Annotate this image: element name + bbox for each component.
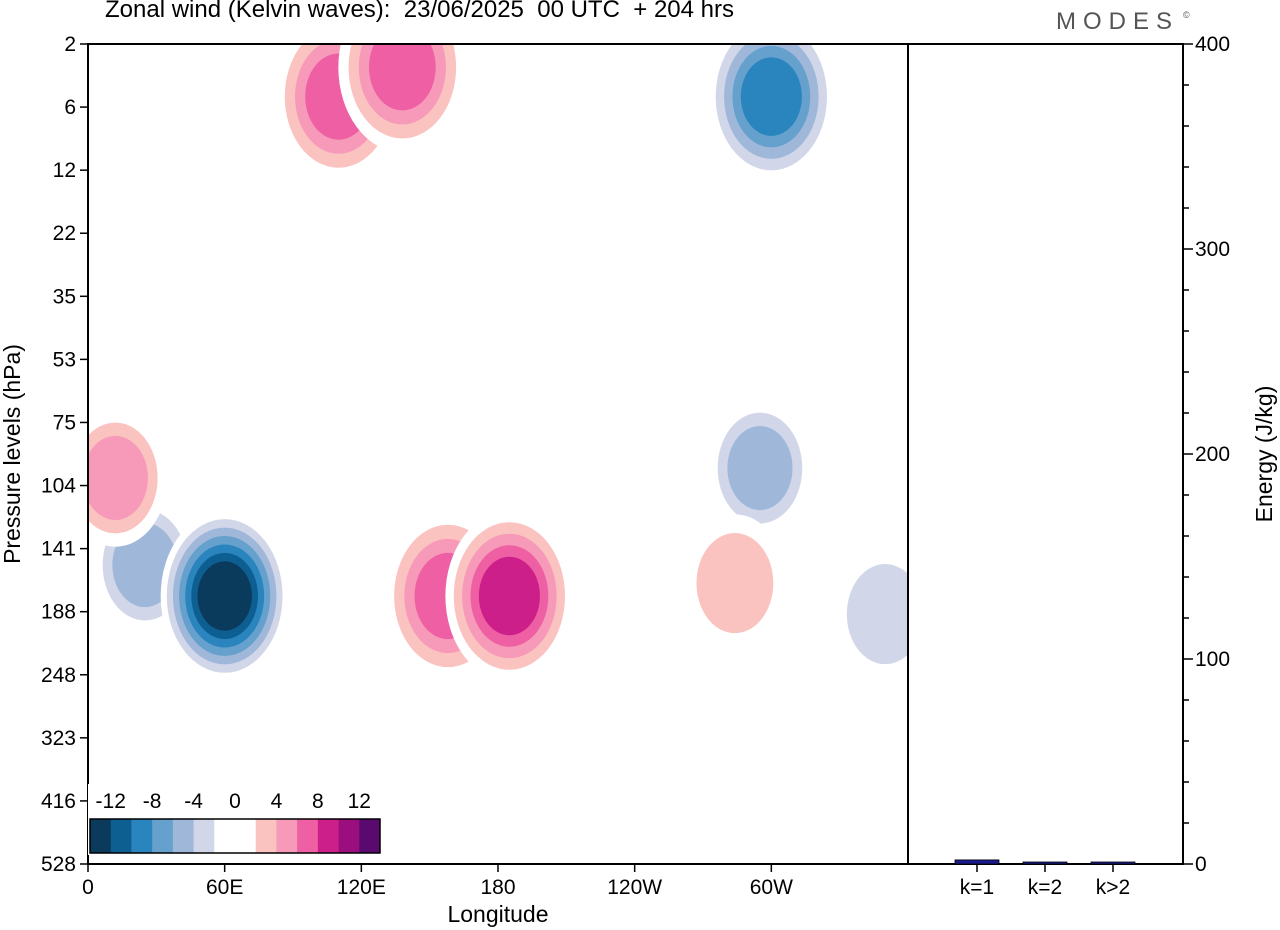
contour-feature	[338, 44, 467, 153]
colorbar-tick-label: -8	[143, 790, 162, 813]
y-axis-pressure: 2 6 12 22 35 53 75 104 141 188 248 323 416 528	[41, 33, 88, 876]
x-tick-label: 180	[480, 876, 515, 899]
contour-level	[88, 435, 148, 520]
colorbar-swatch	[214, 819, 236, 853]
x-tick-label: 120W	[607, 876, 662, 899]
colorbar-swatch	[110, 819, 132, 853]
y-tick-label: 416	[41, 790, 76, 813]
contour-feature	[160, 510, 289, 682]
contour-feature	[833, 545, 908, 683]
y-tick-label: 104	[41, 475, 76, 498]
energy-tick-label: 300	[1195, 238, 1230, 261]
energy-bars: k=1 k=2 k>2	[954, 859, 1136, 899]
colorbar-tick-label: 4	[271, 790, 283, 813]
y-tick-label: 53	[53, 348, 76, 371]
colorbar-tick-label: -4	[184, 790, 203, 813]
contour-feature	[707, 44, 836, 182]
y-tick-label: 12	[53, 159, 76, 182]
energy-bar	[1090, 861, 1136, 865]
y-tick-label: 323	[41, 727, 76, 750]
contour-level	[197, 561, 252, 631]
colorbar-tick-label: 12	[348, 790, 371, 813]
x-axis: 0 60E 120E 180 120W 60W	[82, 864, 793, 899]
energy-axis-title: Energy (J/kg)	[1251, 386, 1277, 523]
x-tick-label: 60E	[206, 876, 243, 899]
colorbar-swatch	[317, 819, 340, 853]
y-axis-title: Pressure levels (hPa)	[0, 344, 25, 564]
colorbar-swatch	[235, 819, 257, 853]
colorbar-swatch	[90, 819, 112, 853]
contour-level	[369, 44, 436, 111]
colorbar-swatch	[297, 819, 319, 853]
y-tick-label: 188	[41, 601, 76, 624]
y-tick-label: 248	[41, 664, 76, 687]
contour-feature	[445, 510, 574, 682]
y-tick-label: 528	[41, 853, 76, 876]
energy-panel-frame	[907, 43, 1184, 865]
energy-category-label: k=2	[1028, 876, 1062, 899]
energy-tick-label: 0	[1195, 853, 1207, 876]
y-tick-label: 2	[64, 33, 76, 56]
chart-title: Zonal wind (Kelvin waves): 23/06/2025 00…	[105, 0, 734, 23]
energy-tick-label: 400	[1195, 33, 1230, 56]
y-tick-label: 6	[64, 96, 76, 119]
contour-level	[696, 533, 774, 634]
contour-feature	[682, 514, 787, 652]
y-tick-label: 141	[41, 538, 76, 561]
energy-category-label: k>2	[1096, 876, 1130, 899]
logo-mark: ©	[1183, 10, 1190, 20]
colorbar: -12 -8 -4 0 4 8 12	[88, 784, 382, 855]
colorbar-swatch	[276, 819, 298, 853]
colorbar-tick-label: 0	[229, 790, 241, 813]
colorbar-swatch	[359, 819, 381, 853]
y-tick-label: 22	[53, 222, 76, 245]
modes-logo: MODES	[1056, 8, 1180, 35]
contour-level	[478, 556, 540, 636]
colorbar-swatch	[131, 819, 153, 853]
energy-bar	[954, 859, 1000, 865]
colorbar-swatch	[255, 819, 277, 853]
contour-level	[846, 564, 908, 665]
heatmap-contours	[88, 44, 908, 683]
colorbar-swatch	[338, 819, 360, 853]
y-tick-label: 35	[53, 285, 76, 308]
colorbar-tick-label: 8	[312, 790, 324, 813]
x-tick-label: 120E	[337, 876, 386, 899]
colorbar-frame	[89, 818, 381, 854]
x-tick-label: 0	[82, 876, 94, 899]
contour-level	[727, 426, 793, 511]
energy-bar	[1022, 861, 1068, 865]
contour-level	[740, 57, 802, 136]
energy-tick-label: 200	[1195, 443, 1230, 466]
x-tick-label: 60W	[750, 876, 793, 899]
contour-feature	[707, 399, 812, 537]
energy-category-label: k=1	[960, 876, 994, 899]
colorbar-tick-label: -12	[96, 790, 126, 813]
y-tick-label: 75	[53, 411, 76, 434]
energy-tick-label: 100	[1195, 648, 1230, 671]
colorbar-swatch	[172, 819, 195, 853]
contour-feature	[88, 409, 168, 547]
colorbar-swatch	[152, 819, 174, 853]
y-axis-energy: 0 100 200 300 400	[1183, 33, 1230, 876]
colorbar-swatch	[193, 819, 215, 853]
x-axis-title: Longitude	[447, 901, 548, 927]
